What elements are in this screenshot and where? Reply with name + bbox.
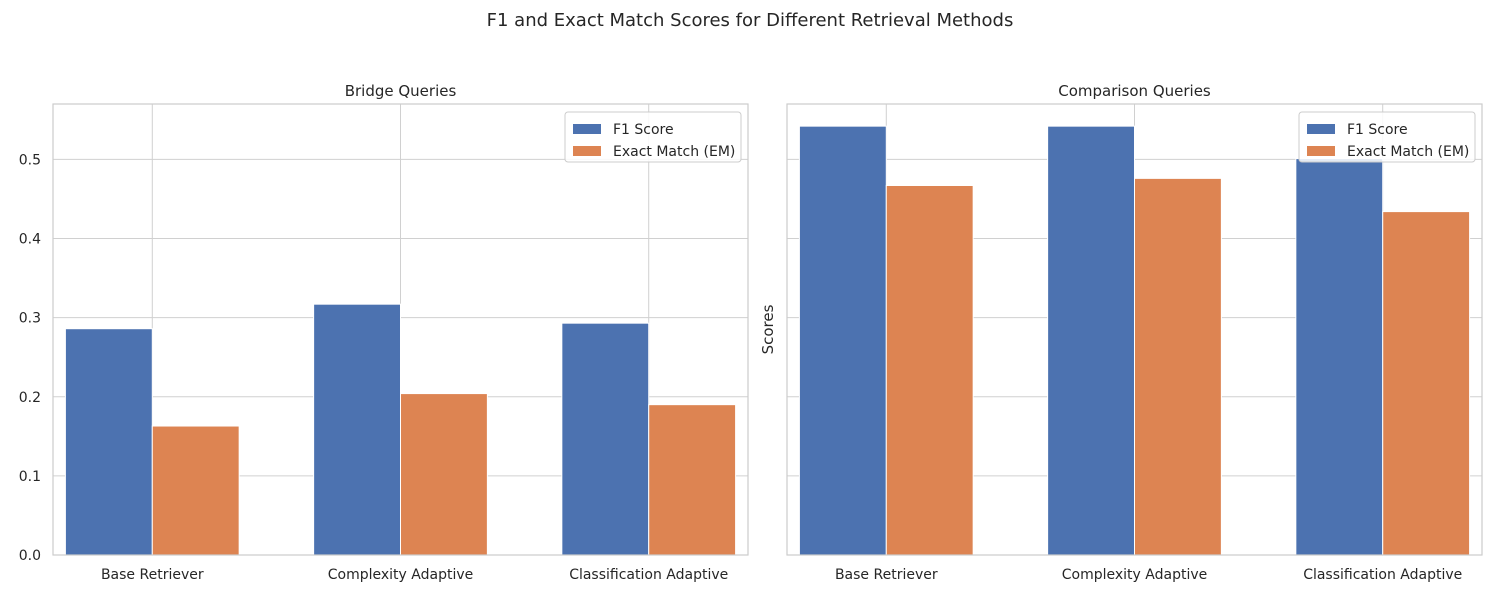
y-tick-label: 0.2 [19, 390, 41, 406]
legend-box [1298, 111, 1476, 163]
x-tick-label: Complexity Adaptive [1062, 567, 1207, 583]
y-tick-label: 0.5 [19, 152, 41, 168]
legend-box [564, 111, 742, 163]
plot-frame [786, 103, 1483, 556]
x-tick-label: Classification Adaptive [569, 567, 728, 583]
bar-f1-score-classification-adaptive [561, 322, 650, 556]
y-tick-label: 0.1 [19, 469, 41, 485]
y-tick-label: 0.3 [19, 311, 41, 327]
legend-label-exact-match-em: Exact Match (EM) [613, 144, 735, 160]
legend-label-exact-match-em: Exact Match (EM) [1347, 144, 1469, 160]
x-tick-label: Classification Adaptive [1303, 567, 1462, 583]
legend-swatch-f1-score [573, 124, 601, 134]
bar-exact-match-em-classification-adaptive [1382, 211, 1471, 556]
bridge-queries-panel: Bridge Queries Base Retriever Complexity A… [19, 82, 749, 583]
panel-title: Comparison Queries [1058, 82, 1211, 100]
legend-swatch-exact-match-em [1307, 146, 1335, 156]
bar-f1-score-classification-adaptive [1295, 158, 1384, 556]
bar-exact-match-em-classification-adaptive [648, 404, 737, 556]
y-tick-label: 0.0 [19, 548, 41, 564]
y-tick-label: 0.4 [19, 232, 41, 248]
plot-frame [52, 103, 749, 556]
legend-swatch-f1-score [1307, 124, 1335, 134]
bar-f1-score-complexity-adaptive [313, 303, 401, 556]
comparison-queries-panel: Comparison Queries Base Retriever Complexi… [759, 82, 1483, 583]
bar-f1-score-complexity-adaptive [1047, 125, 1135, 556]
legend-swatch-exact-match-em [573, 146, 601, 156]
x-tick-label: Complexity Adaptive [328, 567, 473, 583]
bar-f1-score-base-retriever [64, 328, 153, 556]
bar-exact-match-em-complexity-adaptive [1134, 177, 1222, 556]
bar-exact-match-em-base-retriever [885, 184, 974, 556]
bar-f1-score-base-retriever [798, 125, 887, 556]
x-tick-label: Base Retriever [835, 567, 938, 583]
y-axis-label: Scores [759, 304, 777, 354]
panel-title: Bridge Queries [345, 82, 457, 100]
bar-exact-match-em-base-retriever [151, 425, 240, 556]
x-tick-label: Base Retriever [101, 567, 204, 583]
legend-label-f1-score: F1 Score [1347, 122, 1408, 138]
figure-title: F1 and Exact Match Scores for Different … [487, 10, 1014, 31]
legend-label-f1-score: F1 Score [613, 122, 674, 138]
bar-exact-match-em-complexity-adaptive [400, 393, 488, 556]
